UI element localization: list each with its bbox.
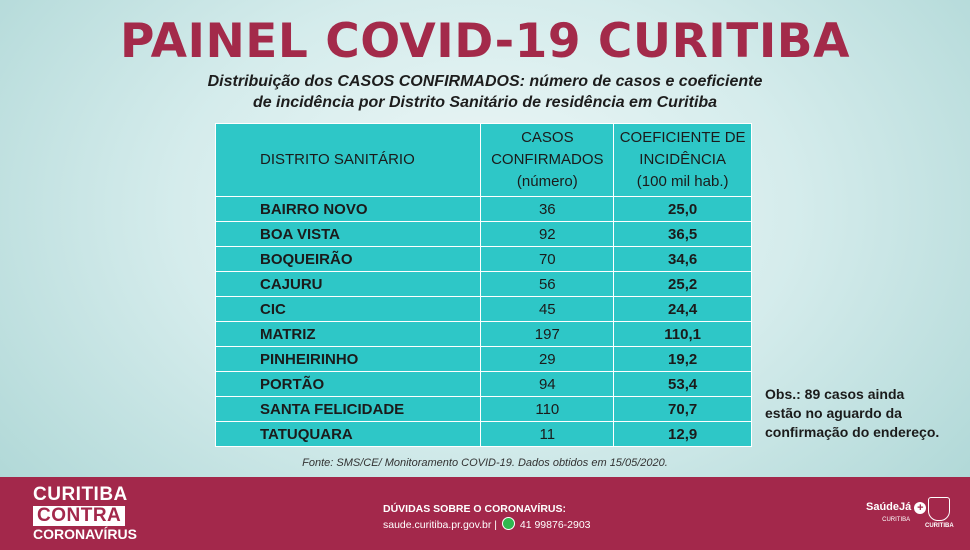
- district-name: BOA VISTA: [214, 221, 482, 247]
- table-header-row: DISTRITO SANITÁRIO CASOS CONFIRMADOS (nú…: [214, 123, 752, 197]
- brand-line-2: CONTRA: [33, 506, 126, 526]
- coef-value: 34,6: [613, 246, 752, 272]
- header-cases-line-2: CONFIRMADOS: [491, 151, 604, 168]
- city-crest-logo: CURITIBA: [925, 497, 954, 529]
- cases-value: 56: [480, 271, 615, 297]
- table-row: CAJURU 56 25,2: [214, 271, 752, 297]
- table-row: PORTÃO 94 53,4: [214, 371, 752, 397]
- cases-value: 11: [480, 421, 615, 447]
- subtitle-line-1: Distribuição dos CASOS CONFIRMADOS: núme…: [207, 73, 763, 90]
- city-logo-text: CURITIBA: [925, 523, 954, 529]
- faq-contacts: saude.curitiba.pr.gov.br | 41 99876-2903: [383, 517, 591, 533]
- cases-value: 94: [480, 371, 615, 397]
- whatsapp-icon: [501, 517, 515, 530]
- campaign-logo: CURITIBA CONTRA CORONAVÍRUS: [33, 485, 137, 542]
- source-note: Fonte: SMS/CE/ Monitoramento COVID-19. D…: [302, 457, 668, 469]
- table-row: PINHEIRINHO 29 19,2: [214, 346, 752, 372]
- coef-value: 25,2: [613, 271, 752, 297]
- cases-value: 45: [480, 296, 615, 322]
- saude-ja-text: SaúdeJá: [866, 501, 912, 513]
- obs-line-1: Obs.: 89 casos ainda: [765, 386, 905, 402]
- header-cases-line-3: (número): [516, 173, 578, 190]
- header-cases-line-1: CASOS: [521, 129, 574, 146]
- coef-value: 110,1: [613, 321, 752, 347]
- cases-value: 92: [480, 221, 615, 247]
- page-title: PAINEL COVID-19 CURITIBA: [119, 14, 851, 69]
- coef-value: 25,0: [613, 196, 752, 222]
- saude-ja-sub: CURITIBA: [882, 517, 911, 523]
- brand-line-1: CURITIBA: [33, 484, 128, 505]
- table-row: SANTA FELICIDADE 110 70,7: [214, 396, 752, 422]
- cases-table: DISTRITO SANITÁRIO CASOS CONFIRMADOS (nú…: [214, 123, 752, 447]
- cases-value: 70: [480, 246, 615, 272]
- saude-ja-logo: SaúdeJá + CURITIBA: [866, 501, 927, 526]
- cases-value: 197: [480, 321, 615, 347]
- plus-icon: +: [914, 502, 927, 514]
- district-name: TATUQUARA: [214, 421, 482, 447]
- website-link[interactable]: saude.curitiba.pr.gov.br |: [383, 519, 498, 531]
- coef-value: 19,2: [613, 346, 752, 372]
- coef-value: 70,7: [613, 396, 752, 422]
- district-name: PINHEIRINHO: [214, 346, 482, 372]
- obs-line-3: confirmação do endereço.: [765, 424, 940, 440]
- district-name: PORTÃO: [214, 371, 482, 397]
- coef-value: 53,4: [613, 371, 752, 397]
- footer-bar: CURITIBA CONTRA CORONAVÍRUS DÚVIDAS SOBR…: [0, 477, 970, 550]
- district-name: CIC: [214, 296, 482, 322]
- observation-note: Obs.: 89 casos ainda estão no aguardo da…: [765, 385, 960, 442]
- header-coef-line-1: COEFICIENTE DE: [619, 129, 746, 146]
- table-row: BAIRRO NOVO 36 25,0: [214, 196, 752, 222]
- header-coef-line-3: (100 mil hab.): [636, 173, 729, 190]
- district-name: MATRIZ: [214, 321, 482, 347]
- table-row: BOQUEIRÃO 70 34,6: [214, 246, 752, 272]
- obs-line-2: estão no aguardo da: [765, 405, 902, 421]
- header-coef: COEFICIENTE DE INCIDÊNCIA (100 mil hab.): [613, 123, 752, 197]
- header-coef-line-2: INCIDÊNCIA: [639, 151, 726, 168]
- table-row: MATRIZ 197 110,1: [214, 321, 752, 347]
- crest-icon: [928, 497, 951, 521]
- subtitle: Distribuição dos CASOS CONFIRMADOS: núme…: [140, 71, 830, 113]
- subtitle-line-2: de incidência por Distrito Sanitário de …: [252, 94, 718, 111]
- cases-value: 29: [480, 346, 615, 372]
- brand-line-3: CORONAVÍRUS: [33, 526, 137, 542]
- header-district: DISTRITO SANITÁRIO: [214, 123, 482, 197]
- coef-value: 36,5: [613, 221, 752, 247]
- table-row: CIC 45 24,4: [214, 296, 752, 322]
- district-name: CAJURU: [214, 271, 482, 297]
- table-row: TATUQUARA 11 12,9: [214, 421, 752, 447]
- faq-title: DÚVIDAS SOBRE O CORONAVÍRUS:: [383, 503, 566, 515]
- table-row: BOA VISTA 92 36,5: [214, 221, 752, 247]
- cases-value: 36: [480, 196, 615, 222]
- district-name: BAIRRO NOVO: [214, 196, 482, 222]
- phone-number[interactable]: 41 99876-2903: [519, 519, 591, 531]
- district-name: SANTA FELICIDADE: [214, 396, 482, 422]
- cases-value: 110: [480, 396, 615, 422]
- coef-value: 12,9: [613, 421, 752, 447]
- contact-info: DÚVIDAS SOBRE O CORONAVÍRUS: saude.curit…: [383, 501, 591, 533]
- coef-value: 24,4: [613, 296, 752, 322]
- header-cases: CASOS CONFIRMADOS (número): [480, 123, 615, 197]
- district-name: BOQUEIRÃO: [214, 246, 482, 272]
